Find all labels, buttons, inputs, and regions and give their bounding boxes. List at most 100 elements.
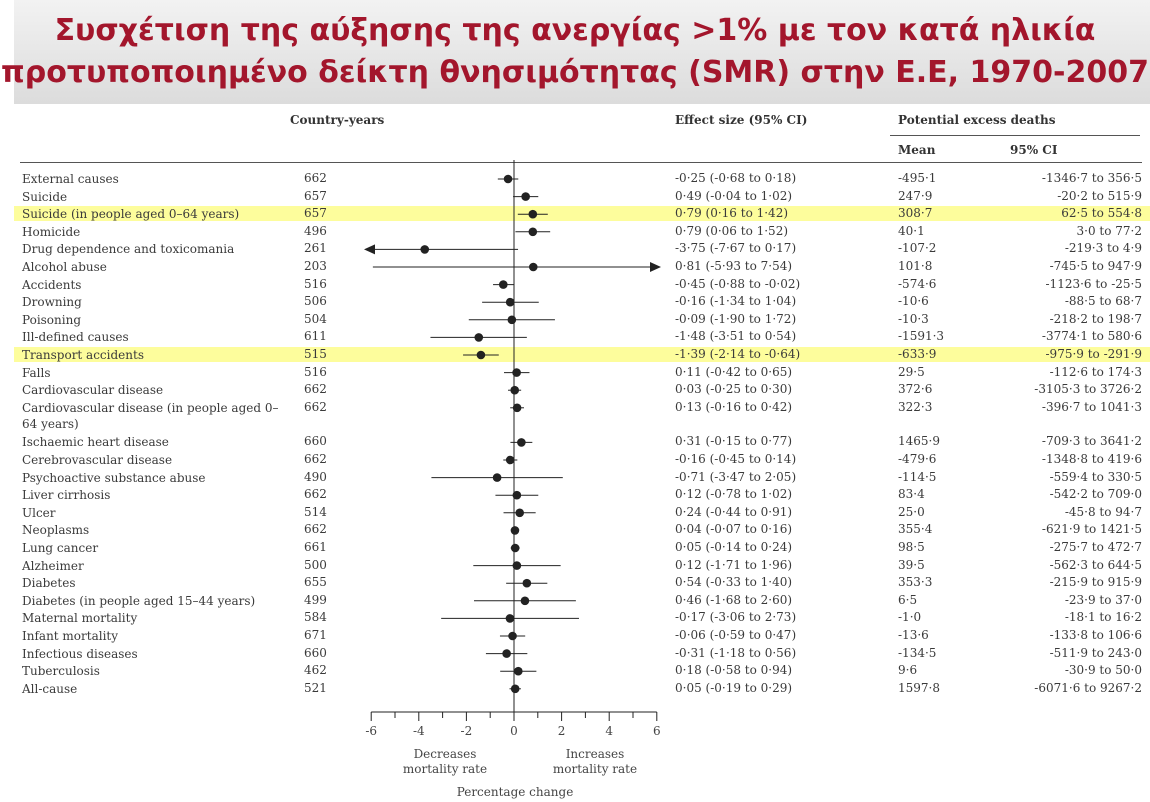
point-estimate: [510, 543, 520, 553]
row-excess-mean: -13·6: [898, 628, 929, 642]
row-effect-size: -1·48 (-3·51 to 0·54): [675, 329, 797, 344]
row-name: Alcohol abuse: [22, 260, 107, 274]
row-effect-size: 0·03 (-0·25 to 0·30): [675, 382, 793, 397]
point-estimate: [521, 192, 530, 201]
row-name: Ulcer: [22, 505, 56, 520]
row-country-years: 516: [304, 276, 327, 291]
decreases-label: Decreases mortality rate: [402, 747, 488, 776]
row-name: Cardiovascular disease (in people aged 0…: [22, 400, 279, 431]
row-effect-size: -0·25 (-0·68 to 0·18): [675, 171, 797, 185]
row-excess-ci: -218·2 to 198·7: [1049, 311, 1142, 326]
row-effect-size: 0·24 (-0·44 to 0·91): [675, 504, 793, 519]
row-effect-size: -0·71 (-3·47 to 2·05): [675, 469, 797, 484]
row-effect-size: -3·75 (-7·67 to 0·17): [675, 241, 797, 256]
row-excess-mean: -574·6: [898, 276, 937, 291]
row-excess-mean: 353·3: [898, 575, 933, 590]
tick-label: 4: [605, 724, 613, 738]
row-excess-mean: 29·5: [898, 364, 925, 379]
point-estimate: [513, 666, 523, 676]
row-excess-mean: 98·5: [898, 540, 925, 554]
row-name: External causes: [22, 172, 119, 186]
row-country-years: 516: [304, 364, 327, 379]
row-excess-ci: -215·9 to 915·9: [1049, 575, 1142, 590]
row-country-years: 261: [304, 241, 327, 256]
row-name: Tuberculosis: [22, 664, 100, 679]
row-name: Cerebrovascular disease: [22, 453, 173, 467]
row-excess-ci: -20·2 to 515·9: [1057, 188, 1142, 203]
row-name: Diabetes (in people aged 15–44 years): [22, 593, 256, 608]
row-name: Maternal mortality: [22, 611, 138, 626]
row-country-years: 490: [304, 469, 327, 484]
row-excess-ci: -1123·6 to -25·5: [1045, 276, 1143, 291]
row-excess-mean: -479·6: [898, 452, 937, 466]
row-excess-ci: -511·9 to 243·0: [1049, 645, 1142, 660]
row-country-years: 500: [304, 557, 327, 572]
point-estimate: [510, 385, 520, 395]
row-country-years: 521: [304, 680, 327, 695]
row-country-years: 662: [304, 452, 327, 466]
row-country-years: 662: [304, 382, 327, 397]
header-excess-deaths: Potential excess deaths: [898, 113, 1056, 127]
row-excess-mean: -1·0: [898, 610, 922, 625]
row-name: Psychoactive substance abuse: [22, 470, 206, 485]
row-excess-ci: -275·7 to 472·7: [1049, 540, 1142, 554]
row-name: Ischaemic heart disease: [22, 435, 169, 450]
row-excess-ci: -23·9 to 37·0: [1064, 592, 1142, 607]
row-effect-size: 0·05 (-0·19 to 0·29): [675, 680, 793, 695]
point-estimate: [503, 174, 513, 184]
title-line-1: Συσχέτιση της αύξησης της ανεργίας >1% μ…: [54, 13, 1096, 48]
row-excess-mean: 25·0: [898, 504, 925, 519]
row-effect-size: 0·05 (-0·14 to 0·24): [675, 540, 793, 554]
row-name: Suicide: [22, 189, 68, 204]
row-excess-mean: 1597·8: [898, 680, 940, 695]
row-excess-ci: -45·8 to 94·7: [1064, 504, 1142, 519]
row-excess-ci: -3105·3 to 3726·2: [1034, 382, 1142, 397]
row-country-years: 661: [304, 540, 327, 554]
row-name: Homicide: [22, 224, 81, 239]
row-excess-mean: 247·9: [898, 188, 933, 203]
row-excess-ci: 62·5 to 554·8: [1061, 206, 1142, 221]
row-excess-mean: 83·4: [898, 487, 925, 502]
row-name: Neoplasms: [22, 523, 90, 538]
row-excess-mean: 40·1: [898, 223, 925, 238]
row-excess-mean: -114·5: [898, 469, 937, 484]
row-excess-ci: -709·3 to 3641·2: [1041, 434, 1142, 449]
x-axis-label: Percentage change: [456, 785, 574, 799]
row-country-years: 496: [304, 223, 327, 238]
row-excess-ci: -133·8 to 106·6: [1049, 628, 1142, 642]
row-excess-mean: 9·6: [898, 663, 918, 678]
row-name: Cardiovascular disease: [22, 383, 164, 398]
row-country-years: 657: [304, 188, 327, 203]
point-estimate: [520, 596, 530, 606]
row-country-years: 662: [304, 171, 327, 185]
row-excess-mean: 101·8: [898, 259, 933, 273]
row-country-years: 515: [304, 347, 327, 361]
row-effect-size: 0·49 (-0·04 to 1·02): [675, 188, 793, 203]
point-estimate: [505, 455, 515, 465]
header-country-years: Country-years: [290, 113, 385, 127]
row-excess-ci: -1348·8 to 419·6: [1041, 452, 1142, 466]
row-name: Infectious diseases: [22, 646, 138, 661]
row-country-years: 662: [304, 522, 327, 537]
row-effect-size: 0·12 (-0·78 to 1·02): [675, 487, 793, 502]
row-effect-size: 0·46 (-1·68 to 2·60): [675, 592, 793, 607]
row-country-years: 662: [304, 487, 327, 502]
tick-label: 0: [510, 724, 518, 738]
tick-label: -2: [461, 724, 473, 738]
row-country-years: 660: [304, 645, 327, 660]
row-country-years: 462: [304, 663, 327, 678]
point-estimate: [512, 403, 522, 413]
point-estimate: [528, 262, 538, 272]
row-excess-ci: -88·5 to 68·7: [1064, 294, 1142, 309]
row-excess-mean: -1591·3: [898, 329, 945, 344]
row-name: Poisoning: [22, 312, 82, 327]
point-estimate: [510, 684, 520, 694]
row-excess-ci: -396·7 to 1041·3: [1041, 399, 1142, 414]
row-country-years: 662: [304, 399, 327, 414]
row-excess-mean: 39·5: [898, 557, 925, 572]
point-estimate: [528, 227, 538, 237]
row-excess-ci: -1346·7 to 356·5: [1041, 171, 1142, 185]
row-excess-ci: -3774·1 to 580·6: [1041, 329, 1142, 344]
row-excess-ci: -542·2 to 709·0: [1049, 487, 1142, 502]
row-excess-ci: -621·9 to 1421·5: [1041, 522, 1142, 537]
